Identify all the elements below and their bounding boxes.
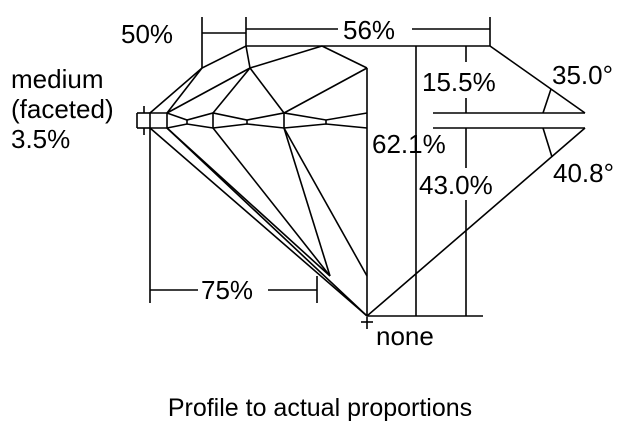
table-label: 56% — [343, 15, 395, 45]
crown-height-label: 15.5% — [422, 67, 496, 97]
pavilion-depth-label: 43.0% — [419, 170, 493, 200]
pavilion-facets — [166, 68, 368, 317]
dimension-lines — [143, 17, 585, 329]
crown-facets — [166, 45, 368, 114]
pavilion-angle-label: 40.8° — [553, 158, 614, 188]
girdle-label-line3: 3.5% — [11, 124, 70, 154]
girdle-facets — [150, 112, 368, 129]
lower-half-label: 50% — [121, 19, 173, 49]
crown-angle-label: 35.0° — [552, 60, 613, 90]
star-length-label: 75% — [201, 275, 253, 305]
total-depth-label: 62.1% — [372, 129, 446, 159]
caption: Profile to actual proportions — [168, 394, 472, 422]
culet-label: none — [376, 321, 434, 351]
girdle-label-line1: medium — [11, 64, 103, 94]
girdle-label-line2: (faceted) — [11, 94, 114, 124]
